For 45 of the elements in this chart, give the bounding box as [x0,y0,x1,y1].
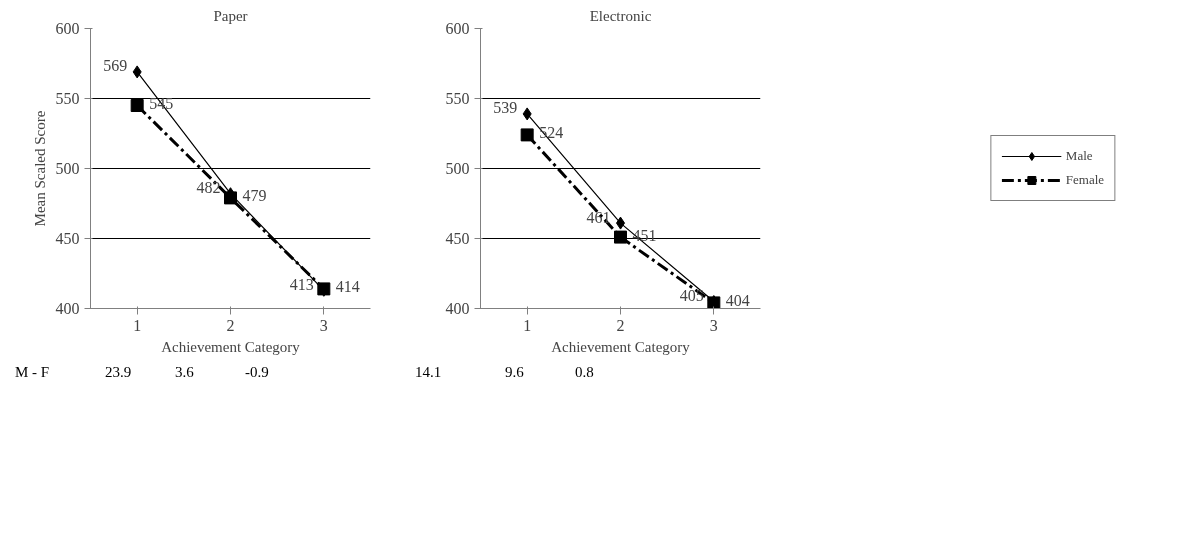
data-label: 404 [725,292,750,310]
y-tick-label: 400 [55,300,80,317]
y-tick-label: 500 [445,160,470,177]
point [520,128,534,142]
legend-label: Male [1065,148,1093,164]
y-tick-label: 400 [445,300,470,317]
y-tick-label: 550 [55,90,80,107]
legend-label: Female [1065,172,1105,188]
point [614,230,627,244]
x-axis-title: Achievement Category [551,338,691,355]
data-label: 539 [493,99,518,117]
y-tick-label: 600 [55,20,80,37]
text: -0.9 [244,363,270,382]
data-label: 414 [335,278,360,296]
text: 9.6 [504,363,525,382]
x-axis-title: Achievement Category [161,338,301,355]
point [132,65,142,79]
y-tick-label: 550 [445,90,470,107]
x-tick-label: 3 [709,316,718,334]
y-axis-title: Mean Scaled Score [31,110,48,227]
x-tick-label: 2 [226,316,235,334]
text: 0.8 [574,363,595,382]
y-tick-label: 450 [55,230,80,247]
data-label: 482 [196,179,221,197]
point [224,191,237,205]
x-tick-label: 1 [133,316,142,334]
chart-title: Paper [213,7,248,24]
text: 14.1 [414,363,443,382]
x-tick-label: 2 [616,316,625,334]
data-label: 569 [103,57,128,75]
point [522,107,532,121]
y-tick-label: 500 [55,160,80,177]
data-label: 461 [586,208,611,226]
data-label: 479 [242,187,267,205]
x-tick-label: 1 [523,316,532,334]
point [130,99,144,112]
text: 3.6 [174,363,195,382]
text: M - F [14,363,51,382]
x-tick-label: 3 [319,316,328,334]
y-tick-label: 450 [445,230,470,247]
text: 23.9 [104,363,133,382]
chart-title: Electronic [589,7,652,24]
data-label: 405 [679,287,704,304]
data-label: 413 [289,275,314,293]
y-tick-label: 600 [445,20,470,37]
